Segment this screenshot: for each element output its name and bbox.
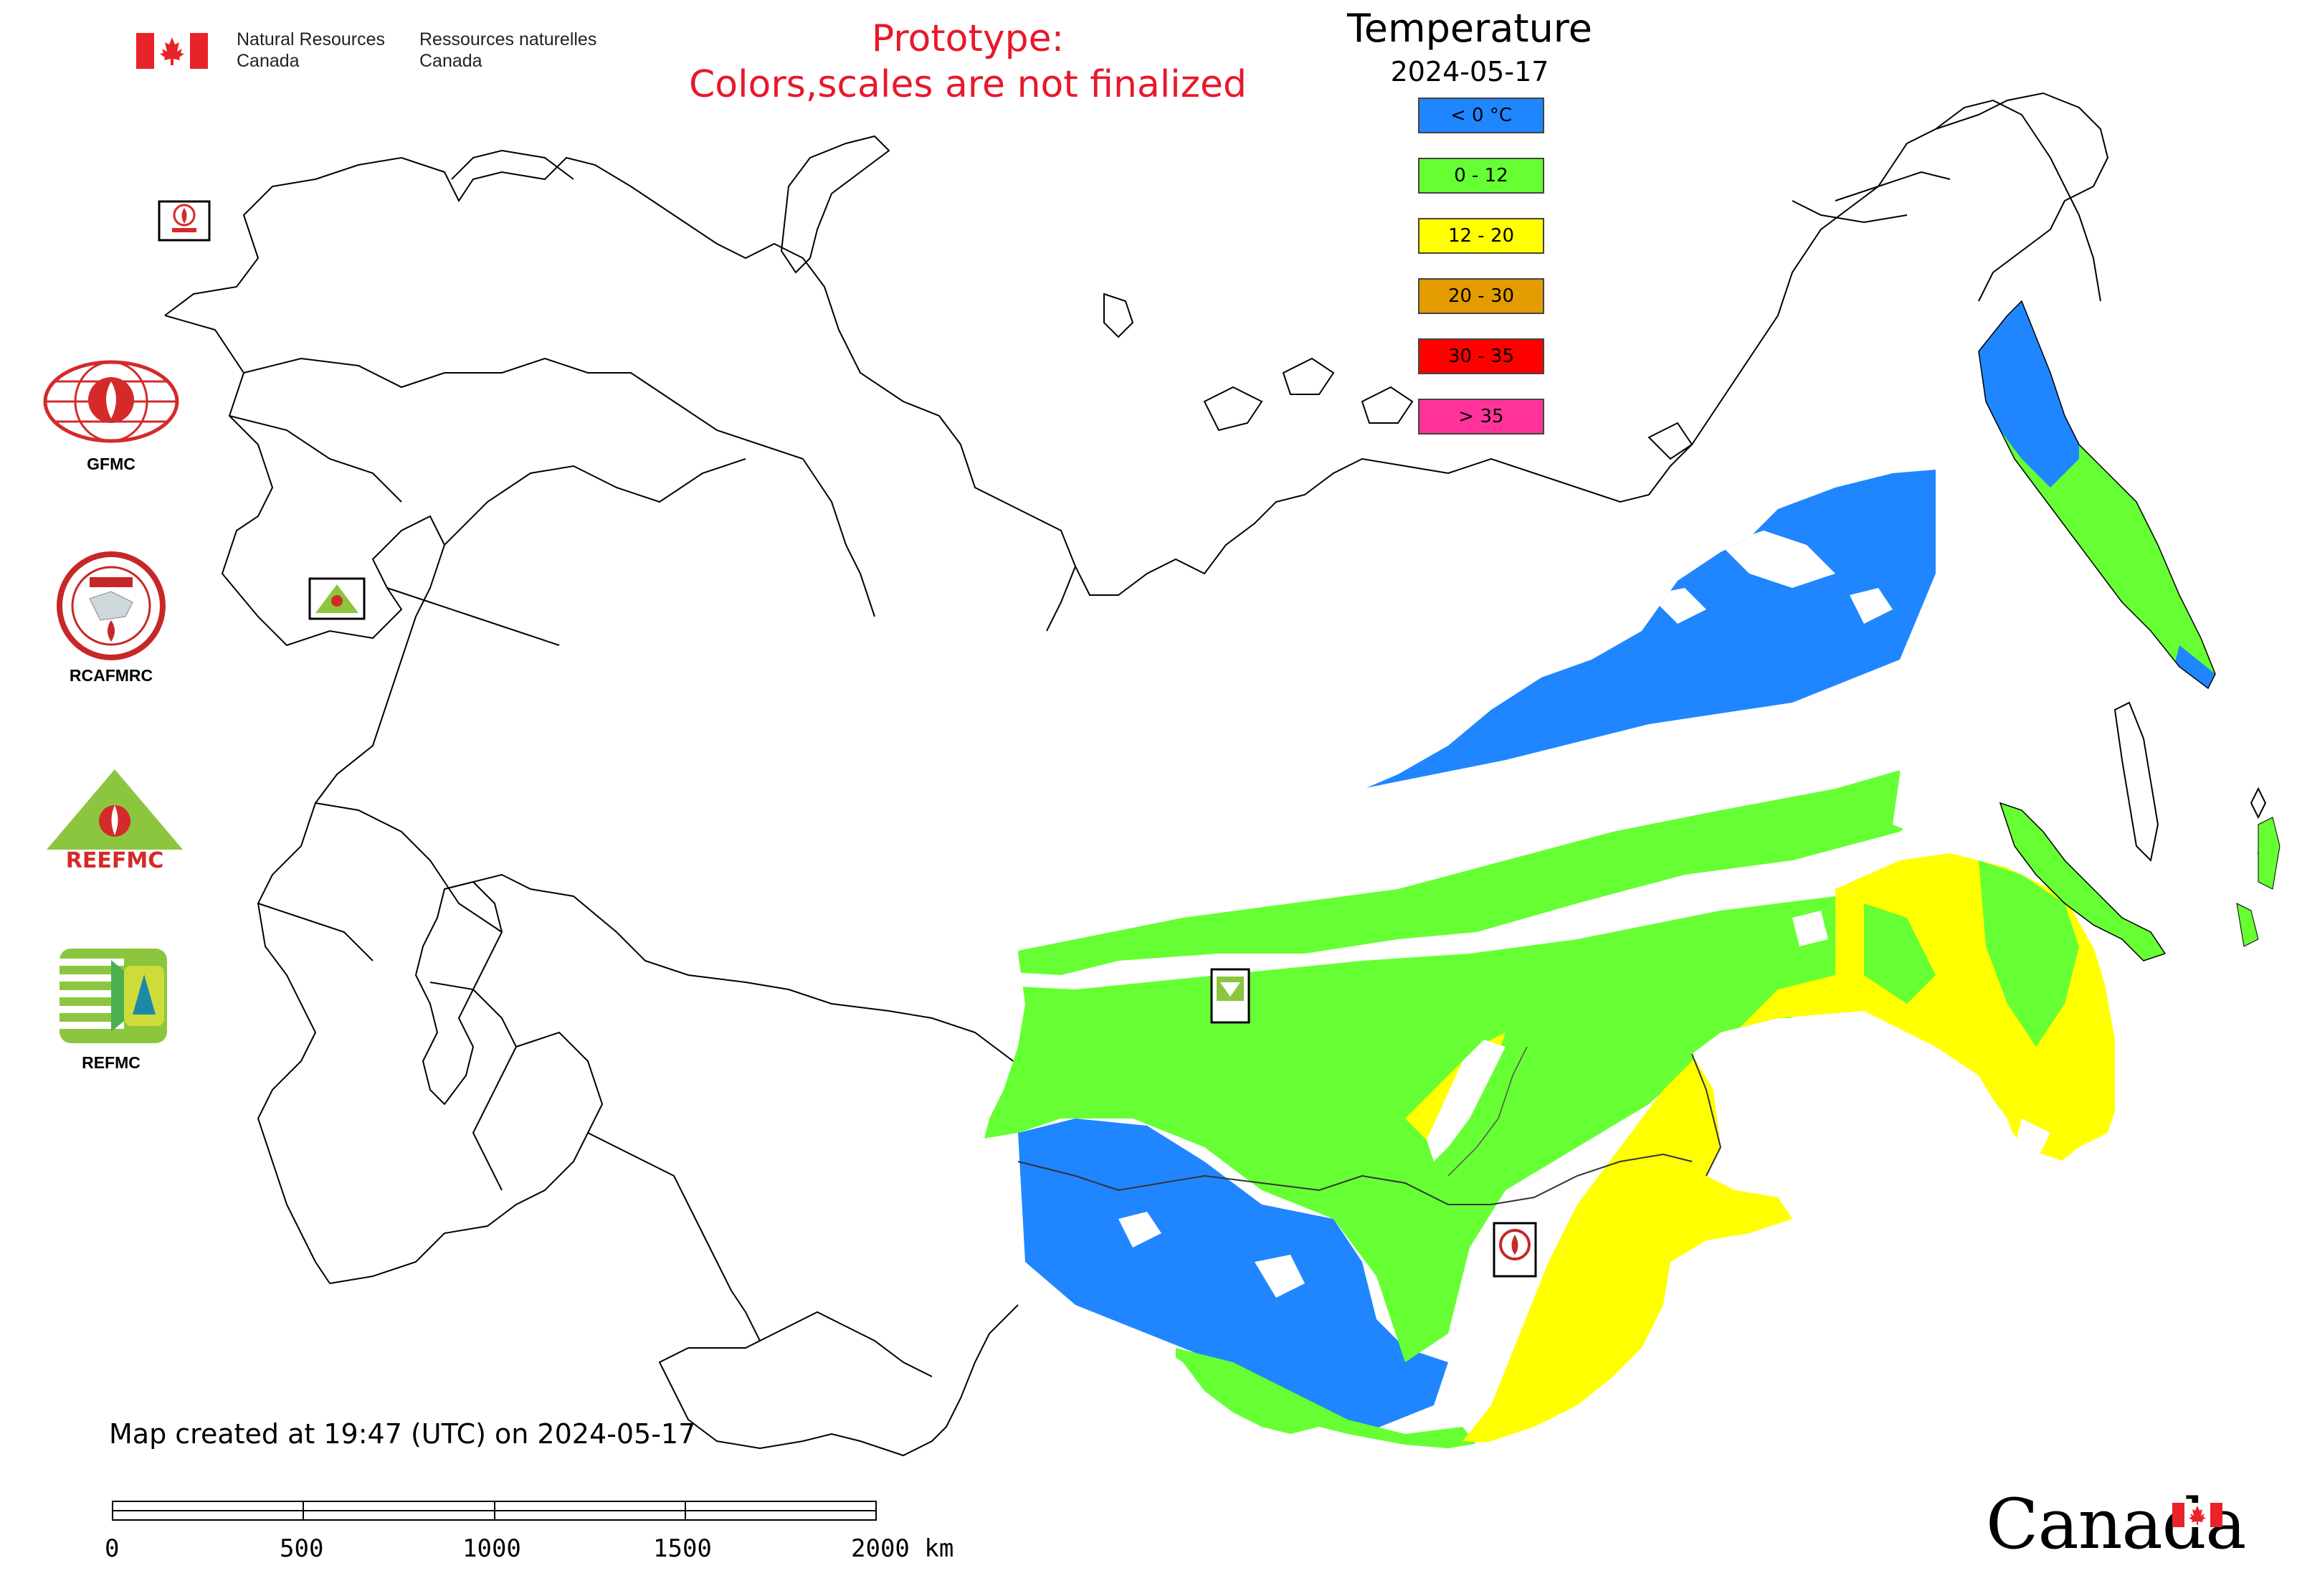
- org-gfmc[interactable]: GFMC: [39, 358, 183, 474]
- gfmc-logo: [43, 360, 179, 443]
- org-reefmc[interactable]: REEFMC: [39, 764, 190, 874]
- legend-class-12-20: 12 - 20: [1418, 218, 1544, 254]
- west-boundary: [164, 315, 446, 1284]
- agency-name-en: Natural Resources Canada: [237, 29, 386, 71]
- legend: < 0 °C 0 - 12 12 - 20 20 - 30 30 - 35 > …: [1418, 98, 1544, 459]
- map-marker-refmc[interactable]: [1210, 968, 1250, 1024]
- caspian-sea: [414, 880, 503, 1106]
- map-marker-reefmc[interactable]: [308, 577, 366, 620]
- svg-text:REEFMC: REEFMC: [66, 848, 163, 871]
- sakhalin-field: [1999, 802, 2167, 961]
- org-label-refmc: REFMC: [82, 1053, 141, 1072]
- agency-header: Natural Resources Canada Ressources natu…: [136, 29, 645, 72]
- scale-tick-0: 0: [105, 1534, 120, 1563]
- scale-tick-500: 500: [280, 1534, 324, 1563]
- temperature-field: [982, 470, 2122, 1448]
- map-marker-rcafmrc[interactable]: [1493, 1222, 1537, 1278]
- refmc-logo: [60, 949, 167, 1043]
- prototype-notice: Prototype: Colors,scales are not finaliz…: [681, 16, 1255, 108]
- chukotka: [1935, 92, 2109, 302]
- map-marker-gfmc[interactable]: [158, 200, 211, 242]
- legend-title: Temperature: [1346, 6, 1593, 51]
- org-rcafmrc[interactable]: RCAFMRC: [39, 548, 183, 685]
- canada-flag-icon: [136, 33, 208, 69]
- legend-date: 2024-05-17: [1390, 56, 1549, 87]
- rcafmrc-logo: [57, 551, 166, 660]
- scale-bar: [112, 1501, 877, 1521]
- legend-class-below-0: < 0 °C: [1418, 98, 1544, 133]
- org-label-gfmc: GFMC: [87, 455, 135, 473]
- legend-class-20-30: 20 - 30: [1418, 278, 1544, 314]
- north-coastline: [164, 99, 2101, 596]
- prototype-notice-line2: Colors,scales are not finalized: [688, 63, 1247, 106]
- org-refmc[interactable]: REFMC: [39, 943, 183, 1073]
- legend-class-30-35: 30 - 35: [1418, 338, 1544, 374]
- legend-class-0-12: 0 - 12: [1418, 158, 1544, 194]
- legend-class-above-35: > 35: [1418, 399, 1544, 434]
- scale-tick-1500: 1500: [653, 1534, 712, 1563]
- central-asia-boundary: [444, 873, 1004, 1055]
- agency-name-fr: Ressources naturelles Canada: [419, 29, 597, 71]
- novaya-zemlya: [780, 135, 890, 274]
- sakhalin: [2113, 701, 2159, 863]
- wordmark-flag-icon: [2172, 1503, 2222, 1527]
- reefmc-logo: REEFMC: [47, 769, 183, 873]
- scale-tick-2000: 2000 km: [851, 1534, 954, 1563]
- admin-boundaries: [164, 92, 2274, 1457]
- kamchatka-field: [1979, 301, 2215, 688]
- scale-tick-1000: 1000: [462, 1534, 521, 1563]
- map-created-text: Map created at 19:47 (UTC) on 2024-05-17: [109, 1418, 696, 1450]
- prototype-notice-line1: Prototype:: [871, 17, 1065, 60]
- org-label-rcafmrc: RCAFMRC: [69, 666, 153, 685]
